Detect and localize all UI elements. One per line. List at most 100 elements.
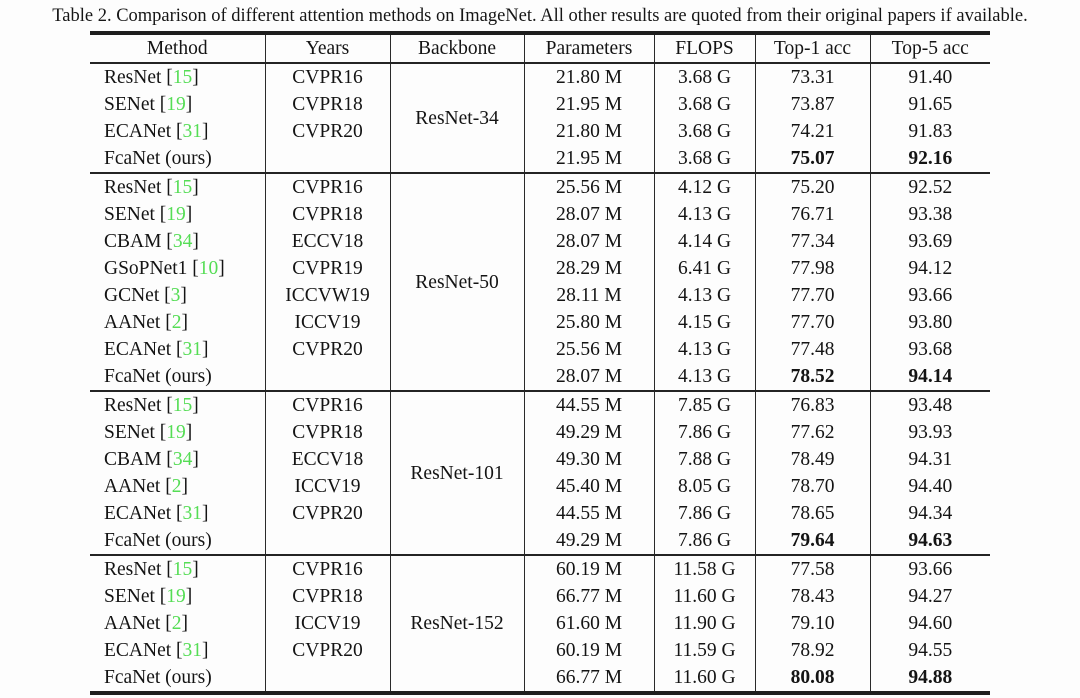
years-cell: ICCV19 — [265, 473, 391, 500]
citation-number[interactable]: 15 — [172, 177, 193, 198]
top1-acc-cell: 77.48 — [755, 336, 871, 363]
citation-number[interactable]: 19 — [166, 94, 186, 115]
table-row: SENet [19] CVPR18 66.77 M 11.60 G 78.43 94.27 — [90, 583, 990, 610]
top1-acc-cell: 77.70 — [755, 282, 871, 309]
top5-acc-cell: 93.68 — [908, 339, 953, 360]
citation-number[interactable]: 19 — [166, 204, 186, 225]
years-cell: CVPR20 — [265, 336, 391, 363]
citation-number[interactable]: 31 — [182, 121, 203, 142]
years-cell: ECCV18 — [265, 446, 391, 473]
backbone-cell: ResNet-50 — [390, 172, 525, 391]
flops-cell: 3.68 G — [654, 63, 756, 91]
table-row: AANet [2] ICCV19 45.40 M 8.05 G 78.70 94.40 — [90, 473, 990, 500]
flops-cell: 4.13 G — [654, 336, 756, 363]
top5-acc-cell: 94.55 — [908, 640, 953, 661]
flops-cell: 7.86 G — [654, 419, 756, 446]
top5-acc-cell: 93.69 — [908, 231, 953, 252]
table-header-row: Method Years Backbone Parameters FLOPS T… — [90, 33, 990, 64]
table-row: SENet [19] CVPR18 49.29 M 7.86 G 77.62 93.93 — [90, 419, 990, 446]
years-cell: CVPR19 — [265, 255, 391, 282]
parameters-cell: 49.29 M — [524, 527, 655, 555]
top5-acc-cell: 94.40 — [908, 476, 953, 497]
flops-cell: 11.60 G — [654, 664, 756, 693]
years-cell — [265, 363, 391, 391]
years-cell: CVPR16 — [265, 390, 391, 419]
citation-number[interactable]: 15 — [172, 67, 193, 88]
flops-cell: 6.41 G — [654, 255, 756, 282]
table-caption: Table 2. Comparison of different attenti… — [52, 6, 1028, 26]
table-row: AANet [2] ICCV19 25.80 M 4.15 G 77.70 93.80 — [90, 309, 990, 336]
top1-acc-cell: 79.10 — [755, 610, 871, 637]
top1-acc-cell: 76.83 — [755, 390, 871, 419]
table-row: FcaNet (ours) 49.29 M 7.86 G 79.64 94.63 — [90, 527, 990, 555]
years-cell: ICCV19 — [265, 610, 391, 637]
years-cell: CVPR20 — [265, 500, 391, 527]
citation-number[interactable]: 2 — [171, 312, 182, 333]
table-row: CBAM [34] ECCV18 49.30 M 7.88 G 78.49 94.31 — [90, 446, 990, 473]
years-cell — [265, 527, 391, 555]
parameters-cell: 25.56 M — [524, 336, 655, 363]
method-cell: ECANet [31] — [90, 500, 266, 527]
table-row: CBAM [34] ECCV18 28.07 M 4.14 G 77.34 93.69 — [90, 228, 990, 255]
parameters-cell: 44.55 M — [524, 500, 655, 527]
citation-number[interactable]: 31 — [182, 503, 203, 524]
method-cell: ResNet [15] — [90, 390, 266, 419]
citation-number[interactable]: 3 — [170, 285, 181, 306]
method-cell: AANet [2] — [90, 473, 266, 500]
flops-cell: 3.68 G — [654, 145, 756, 173]
top5-acc-cell: 93.66 — [870, 554, 990, 583]
flops-cell: 3.68 G — [654, 118, 756, 145]
method-cell: CBAM [34] — [90, 228, 266, 255]
parameters-cell: 21.95 M — [524, 91, 655, 118]
citation-number[interactable]: 2 — [171, 476, 182, 497]
top5-acc-cell: 94.34 — [908, 503, 953, 524]
parameters-cell: 25.56 M — [524, 172, 655, 201]
citation-number[interactable]: 19 — [166, 586, 186, 607]
table-row: ResNet [15] CVPR16 ResNet-152 60.19 M 11.58 … — [90, 554, 990, 693]
top1-acc-cell: 75.20 — [755, 172, 871, 201]
parameters-cell: 61.60 M — [524, 610, 655, 637]
method-cell: GCNet [3] — [90, 282, 266, 309]
citation-number[interactable]: 19 — [166, 422, 186, 443]
parameters-cell: 44.55 M — [524, 390, 655, 419]
backbone-cell: ResNet-34 — [390, 63, 525, 173]
table-row: SENet [19] CVPR18 21.95 M 3.68 G 73.87 91.65 — [90, 91, 990, 118]
citation-number[interactable]: 15 — [172, 559, 193, 580]
results-table: Method Years Backbone Parameters FLOPS T… — [90, 31, 990, 695]
method-cell: AANet [2] — [90, 610, 266, 637]
parameters-cell: 49.30 M — [524, 446, 655, 473]
parameters-cell: 28.29 M — [524, 255, 655, 282]
table-row: GCNet [3] ICCVW19 28.11 M 4.13 G 77.70 93.66 — [90, 282, 990, 309]
top5-acc-cell: 93.48 — [870, 390, 990, 419]
parameters-cell: 21.95 M — [524, 145, 655, 173]
top5-acc-cell: 92.16 — [908, 148, 953, 169]
citation-number[interactable]: 10 — [198, 258, 219, 279]
flops-cell: 4.15 G — [654, 309, 756, 336]
table-row: ECANet [31] CVPR20 21.80 M 3.68 G 74.21 91.83 — [90, 118, 990, 145]
parameters-cell: 66.77 M — [524, 664, 655, 693]
citation-number[interactable]: 2 — [171, 613, 182, 634]
top5-acc-cell: 91.40 — [908, 67, 953, 88]
top1-acc-cell: 73.31 — [755, 63, 871, 91]
parameters-cell: 45.40 M — [524, 473, 655, 500]
citation-number[interactable]: 15 — [172, 395, 193, 416]
citation-number[interactable]: 34 — [172, 231, 193, 252]
years-cell — [265, 664, 391, 693]
parameters-cell: 28.07 M — [524, 201, 655, 228]
citation-number[interactable]: 31 — [182, 339, 203, 360]
citation-number[interactable]: 34 — [172, 449, 193, 470]
top5-acc-cell: 91.65 — [908, 94, 953, 115]
backbone-cell: ResNet-152 — [390, 554, 525, 693]
table-row: SENet [19] CVPR18 28.07 M 4.13 G 76.71 93.38 — [90, 201, 990, 228]
top1-acc-cell: 78.49 — [755, 446, 871, 473]
citation-number[interactable]: 31 — [182, 640, 203, 661]
top5-acc-cell: 94.88 — [908, 667, 953, 688]
years-cell: CVPR16 — [265, 554, 391, 583]
top1-acc-cell: 76.71 — [755, 201, 871, 228]
flops-cell: 11.90 G — [654, 610, 756, 637]
table-row: AANet [2] ICCV19 61.60 M 11.90 G 79.10 94.60 — [90, 610, 990, 637]
parameters-cell: 60.19 M — [524, 554, 655, 583]
